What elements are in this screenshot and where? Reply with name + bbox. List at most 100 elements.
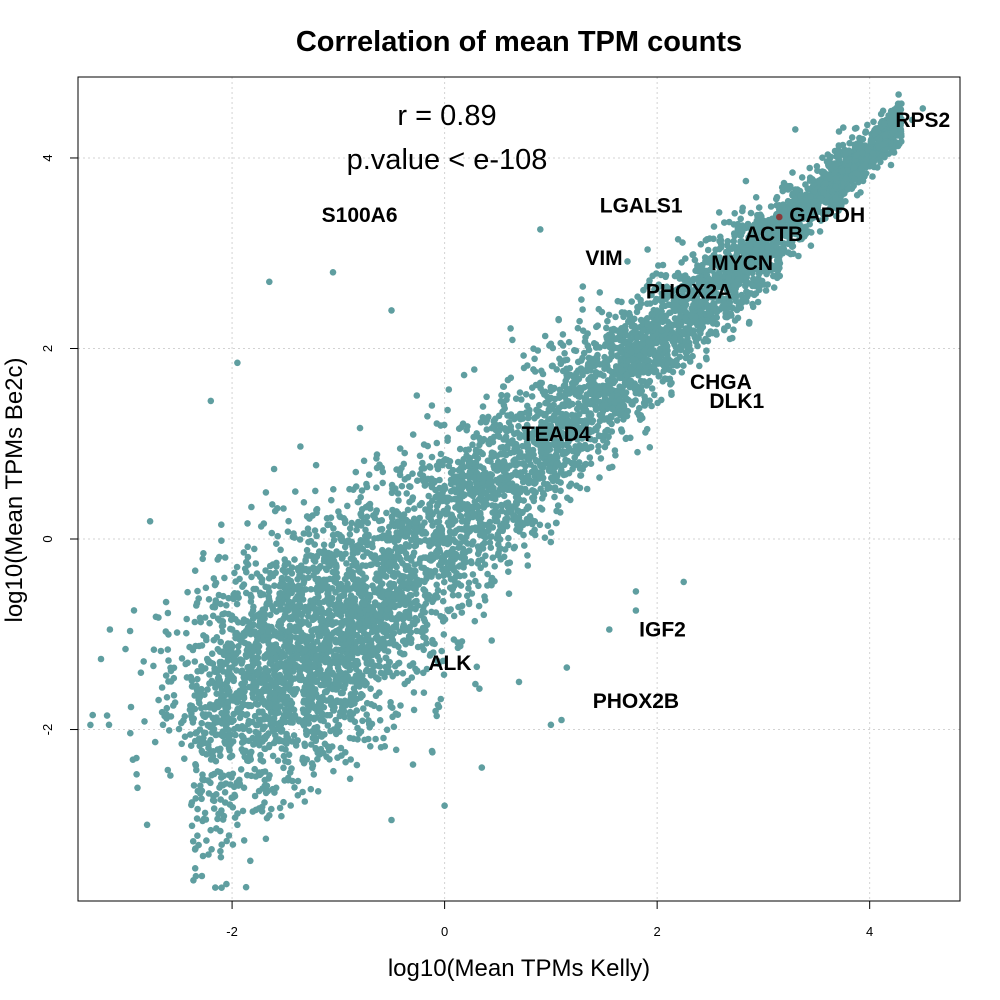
- data-point: [710, 223, 718, 230]
- data-point: [409, 470, 416, 478]
- data-point: [198, 642, 206, 649]
- data-point: [429, 636, 436, 644]
- data-point: [449, 466, 457, 474]
- data-point: [616, 396, 624, 403]
- data-point: [463, 511, 471, 518]
- data-point: [645, 379, 653, 386]
- data-point: [420, 441, 428, 448]
- data-point: [358, 487, 366, 494]
- data-point: [745, 289, 752, 297]
- data-point: [537, 504, 544, 512]
- data-point: [513, 514, 521, 521]
- data-point: [207, 826, 214, 834]
- data-point: [579, 306, 586, 313]
- data-point: [450, 487, 458, 494]
- data-point: [832, 195, 839, 203]
- data-point: [725, 218, 733, 226]
- data-point: [205, 790, 213, 797]
- data-point: [469, 571, 477, 578]
- data-point: [869, 138, 876, 145]
- data-point: [556, 386, 564, 394]
- data-point: [840, 124, 847, 131]
- data-point: [500, 383, 508, 391]
- data-point: [495, 549, 502, 557]
- data-point: [457, 642, 464, 650]
- data-point: [291, 784, 298, 791]
- data-point: [712, 328, 720, 336]
- data-point: [704, 337, 712, 345]
- data-point: [433, 581, 441, 589]
- data-point: [601, 443, 609, 451]
- data-point: [745, 320, 753, 327]
- data-point: [469, 441, 476, 449]
- data-point: [594, 448, 602, 455]
- data-point: [608, 420, 615, 428]
- data-point: [426, 507, 434, 515]
- data-point: [650, 368, 658, 376]
- data-point: [547, 387, 554, 395]
- data-point: [600, 359, 608, 367]
- data-point: [520, 497, 527, 504]
- data-point: [451, 495, 458, 503]
- data-point: [210, 797, 218, 805]
- data-point: [887, 161, 895, 169]
- data-point: [494, 512, 502, 520]
- data-point: [405, 524, 412, 531]
- data-point: [398, 482, 406, 490]
- data-point: [310, 771, 318, 778]
- data-point: [634, 409, 641, 417]
- data-point: [205, 851, 212, 858]
- data-point: [758, 277, 766, 285]
- data-point: [308, 741, 315, 748]
- data-point: [433, 462, 441, 470]
- data-point: [506, 559, 514, 566]
- data-point: [200, 815, 208, 823]
- data-point: [516, 389, 524, 396]
- data-point: [203, 837, 210, 844]
- data-point: [612, 313, 619, 321]
- data-point: [607, 386, 615, 393]
- data-point: [269, 752, 277, 760]
- data-point: [643, 425, 651, 433]
- data-point: [198, 795, 205, 803]
- data-point: [453, 503, 460, 511]
- data-point: [671, 306, 678, 313]
- data-point: [187, 742, 195, 749]
- data-point: [208, 846, 215, 853]
- data-point: [487, 544, 495, 551]
- data-point: [481, 597, 489, 604]
- data-point: [221, 789, 229, 796]
- data-point: [303, 546, 311, 554]
- data-point: [844, 185, 852, 193]
- data-point: [450, 612, 458, 620]
- data-point: [694, 342, 701, 350]
- data-point: [680, 362, 687, 370]
- data-point: [483, 393, 490, 401]
- data-point: [268, 805, 275, 813]
- data-point: [472, 525, 479, 533]
- data-point: [715, 209, 723, 216]
- data-point: [610, 325, 617, 333]
- data-point: [308, 760, 316, 767]
- data-point: [539, 370, 547, 378]
- data-point: [465, 585, 472, 592]
- data-point: [767, 203, 775, 210]
- data-point: [576, 465, 584, 472]
- data-point: [655, 373, 662, 380]
- data-point: [229, 841, 237, 848]
- data-point: [574, 324, 582, 332]
- data-point: [550, 401, 557, 409]
- data-point: [541, 332, 549, 340]
- data-point: [513, 413, 520, 421]
- data-point: [490, 422, 498, 430]
- data-point: [424, 413, 431, 420]
- data-point: [697, 326, 705, 334]
- data-point: [637, 316, 645, 324]
- data-point: [523, 474, 531, 481]
- data-point: [561, 350, 568, 357]
- data-point: [644, 356, 651, 364]
- data-point: [870, 118, 877, 126]
- data-point: [464, 516, 471, 524]
- data-point: [445, 386, 453, 393]
- data-point: [373, 455, 380, 462]
